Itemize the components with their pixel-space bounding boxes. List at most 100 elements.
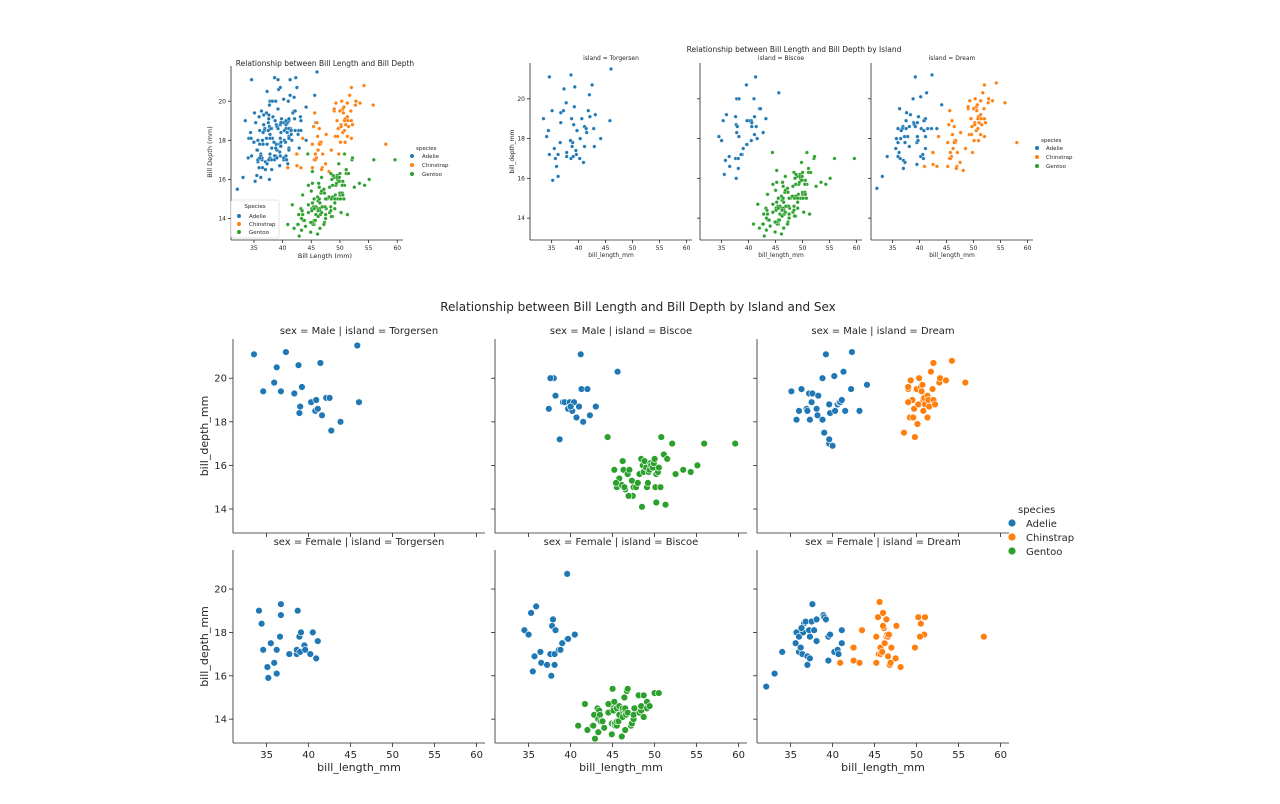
- point-adelie: [558, 120, 563, 125]
- chart-3-sex-female-island-torgersen-panel-title: sex = Female | island = Torgersen: [274, 537, 445, 548]
- point-gentoo: [780, 180, 785, 185]
- point-gentoo: [316, 181, 321, 186]
- point-chinstrap: [317, 126, 322, 131]
- chart-2-axes: 35 40 45 50 55 60 14 16 18 20 island = Torgersen bi…: [509, 55, 1033, 259]
- point-adelie: [577, 156, 582, 161]
- point-adelie: [270, 99, 275, 104]
- point-gentoo: [777, 218, 782, 223]
- point-gentoo: [306, 183, 311, 188]
- inner-legend-frame: [230, 199, 280, 239]
- point-adelie: [924, 90, 929, 95]
- point-adelie: [896, 126, 900, 131]
- chart-2-island-biscoe-xtick-label: 45: [772, 245, 780, 252]
- point-gentoo: [297, 234, 302, 239]
- point-gentoo: [620, 693, 629, 702]
- point-chinstrap: [950, 132, 955, 137]
- point-adelie: [276, 126, 280, 131]
- point-chinstrap: [319, 167, 324, 172]
- point-adelie: [551, 392, 560, 400]
- chart-3-sex-female-island-dream-xtick-label: 40: [826, 750, 839, 761]
- point-adelie: [745, 118, 749, 123]
- point-gentoo: [781, 196, 786, 201]
- point-chinstrap: [285, 165, 290, 170]
- point-adelie: [289, 138, 294, 143]
- point-adelie: [289, 128, 294, 133]
- point-adelie: [277, 150, 282, 154]
- point-chinstrap: [977, 120, 981, 125]
- chart-by-island: Relationship between Bill Length and Bil…: [509, 45, 1073, 259]
- point-chinstrap: [975, 126, 980, 131]
- point-gentoo: [761, 212, 766, 217]
- point-adelie: [719, 138, 724, 143]
- point-gentoo: [608, 685, 617, 693]
- point-adelie: [841, 407, 849, 415]
- point-adelie: [309, 628, 317, 637]
- point-adelie: [564, 150, 569, 155]
- point-adelie: [925, 126, 930, 131]
- point-chinstrap: [332, 107, 337, 111]
- point-gentoo: [693, 461, 702, 470]
- point-chinstrap: [948, 357, 956, 365]
- point-gentoo: [320, 204, 325, 209]
- point-adelie: [272, 75, 277, 80]
- chart-3-sex-female-island-torgersen-ytick-label: 18: [214, 628, 227, 639]
- point-chinstrap: [342, 128, 347, 133]
- point-chinstrap: [980, 90, 985, 95]
- point-adelie: [252, 110, 257, 115]
- point-adelie: [734, 176, 739, 181]
- point-gentoo: [776, 206, 781, 211]
- point-chinstrap: [348, 109, 353, 113]
- point-gentoo: [329, 177, 334, 182]
- point-gentoo: [600, 724, 608, 732]
- point-chinstrap: [900, 429, 908, 437]
- point-gentoo: [774, 168, 779, 173]
- point-adelie: [273, 363, 281, 371]
- point-chinstrap: [974, 108, 979, 113]
- point-adelie: [255, 148, 260, 153]
- point-gentoo: [823, 182, 828, 187]
- chart-2-legend-marker-chinstrap: [1035, 155, 1039, 159]
- chart-2-island-dream-xtick-label: 55: [997, 245, 1005, 252]
- point-adelie: [558, 110, 563, 115]
- point-gentoo: [309, 189, 314, 194]
- point-adelie: [903, 160, 907, 165]
- point-gentoo: [340, 193, 345, 197]
- chart-1-xtick-label: 40: [279, 245, 287, 252]
- chart-1-ytick-label: 14: [218, 216, 226, 223]
- point-adelie: [264, 136, 269, 141]
- point-adelie: [290, 389, 298, 398]
- point-gentoo: [638, 503, 646, 511]
- point-adelie: [583, 385, 592, 393]
- point-gentoo: [620, 483, 629, 491]
- point-gentoo: [755, 202, 760, 207]
- point-gentoo: [308, 220, 313, 225]
- point-gentoo: [671, 470, 680, 478]
- chart-3-sex-female-island-biscoe-xtick-label: 40: [564, 750, 577, 761]
- point-chinstrap: [904, 398, 912, 406]
- point-chinstrap: [300, 136, 305, 141]
- point-adelie: [277, 600, 285, 608]
- point-chinstrap: [335, 134, 340, 139]
- point-gentoo: [371, 157, 376, 162]
- point-gentoo: [655, 689, 663, 697]
- chart-3-sex-female-island-dream-xtick-label: 50: [910, 750, 923, 761]
- point-adelie: [755, 136, 760, 141]
- point-chinstrap: [942, 376, 950, 385]
- point-adelie: [306, 650, 314, 658]
- point-gentoo: [812, 154, 817, 159]
- point-gentoo: [323, 216, 328, 221]
- point-adelie: [572, 84, 577, 89]
- point-adelie: [278, 140, 283, 145]
- point-chinstrap: [310, 142, 315, 147]
- point-gentoo: [770, 150, 775, 155]
- point-gentoo: [634, 479, 642, 487]
- point-adelie: [532, 602, 540, 611]
- point-gentoo: [618, 732, 626, 741]
- point-adelie: [736, 96, 741, 101]
- point-gentoo: [340, 183, 345, 188]
- point-adelie: [752, 132, 757, 137]
- point-adelie: [558, 639, 566, 647]
- point-adelie: [551, 626, 560, 634]
- point-adelie: [286, 136, 291, 141]
- point-gentoo: [828, 176, 833, 181]
